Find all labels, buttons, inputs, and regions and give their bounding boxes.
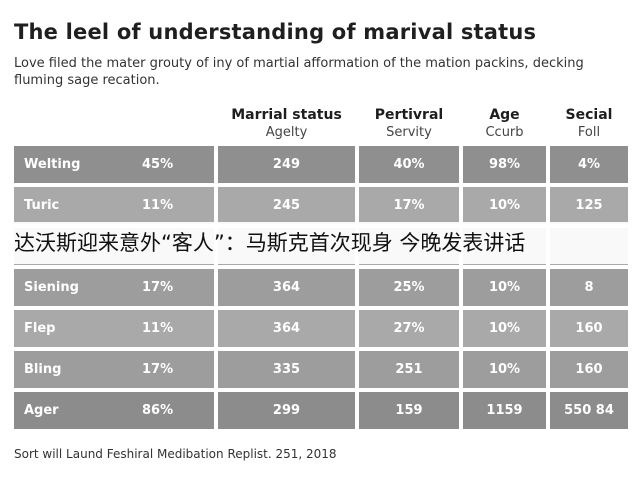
column-header-secial: Secial Foll [550, 106, 628, 141]
document-title: The leel of understanding of marival sta… [14, 20, 537, 44]
table-cell: 160 [550, 351, 628, 388]
row-label: Flep [24, 321, 56, 336]
row-label-cell: Turic 11% [14, 187, 214, 224]
table-cell: 40% [359, 146, 459, 183]
table-cell: 125 [550, 187, 628, 224]
column-title: Secial [565, 107, 613, 123]
column-header-pertivral: Pertivral Servity [359, 106, 459, 141]
table-cell: 10% [463, 351, 546, 388]
column-title: Marrial status [231, 107, 342, 123]
table-cell: 10% [463, 187, 546, 224]
row-percent: 45% [142, 157, 174, 172]
row-percent: 17% [142, 362, 174, 377]
column-subtitle: Ccurb [485, 125, 524, 140]
table-row: Welting 45% 249 40% 98% 4% [14, 146, 628, 183]
data-table: Marrial status Agelty Pertivral Servity … [14, 106, 628, 433]
row-label-cell: Ager 86% [14, 392, 214, 429]
column-subtitle: Servity [386, 125, 432, 140]
table-row: Flep 11% 364 27% 10% 160 [14, 310, 628, 347]
table-cell: 249 [218, 146, 355, 183]
table-cell: 364 [218, 310, 355, 347]
row-label-cell: Siening 17% [14, 269, 214, 306]
row-percent: 86% [142, 403, 174, 418]
news-caption-banner: 达沃斯迎来意外“客人”：马斯克首次现身 今晚发表讲话 [0, 222, 640, 264]
table-cell: 25% [359, 269, 459, 306]
row-label: Siening [24, 280, 79, 295]
table-cell: 335 [218, 351, 355, 388]
column-title: Age [489, 107, 520, 123]
table-cell: 550 84 [550, 392, 628, 429]
column-subtitle: Foll [577, 125, 601, 140]
table-cell: 159 [359, 392, 459, 429]
row-label: Turic [24, 198, 60, 213]
table-row: Ager 86% 299 159 1159 550 84 [14, 392, 628, 429]
table-cell: 299 [218, 392, 355, 429]
row-label-cell: Bling 17% [14, 351, 214, 388]
table-cell: 27% [359, 310, 459, 347]
table-cell: 1159 [463, 392, 546, 429]
table-cell: 160 [550, 310, 628, 347]
footer-note: Sort will Laund Feshiral Medibation Repl… [14, 447, 337, 461]
table-cell: 98% [463, 146, 546, 183]
table-row: Turic 11% 245 17% 10% 125 [14, 187, 628, 224]
row-percent: 11% [142, 321, 174, 336]
table-cell: 251 [359, 351, 459, 388]
table-cell: 8 [550, 269, 628, 306]
table-cell: 4% [550, 146, 628, 183]
row-label: Ager [24, 403, 59, 418]
table-cell: 245 [218, 187, 355, 224]
row-percent: 17% [142, 280, 174, 295]
document-subtitle: Love filed the mater grouty of iny of ma… [14, 56, 584, 88]
table-cell: 364 [218, 269, 355, 306]
column-header-marrial-status: Marrial status Agelty [218, 106, 355, 141]
table-row: Siening 17% 364 25% 10% 8 [14, 269, 628, 306]
row-label-cell: Welting 45% [14, 146, 214, 183]
row-label: Welting [24, 157, 81, 172]
row-label: Bling [24, 362, 62, 377]
table-header: Marrial status Agelty Pertivral Servity … [14, 106, 628, 146]
column-subtitle: Agelty [265, 125, 308, 140]
table-cell: 17% [359, 187, 459, 224]
table-row: Bling 17% 335 251 10% 160 [14, 351, 628, 388]
row-percent: 11% [142, 198, 174, 213]
column-header-age: Age Ccurb [463, 106, 546, 141]
table-cell: 10% [463, 310, 546, 347]
table-cell: 10% [463, 269, 546, 306]
row-label-cell: Flep 11% [14, 310, 214, 347]
column-title: Pertivral [374, 107, 444, 123]
